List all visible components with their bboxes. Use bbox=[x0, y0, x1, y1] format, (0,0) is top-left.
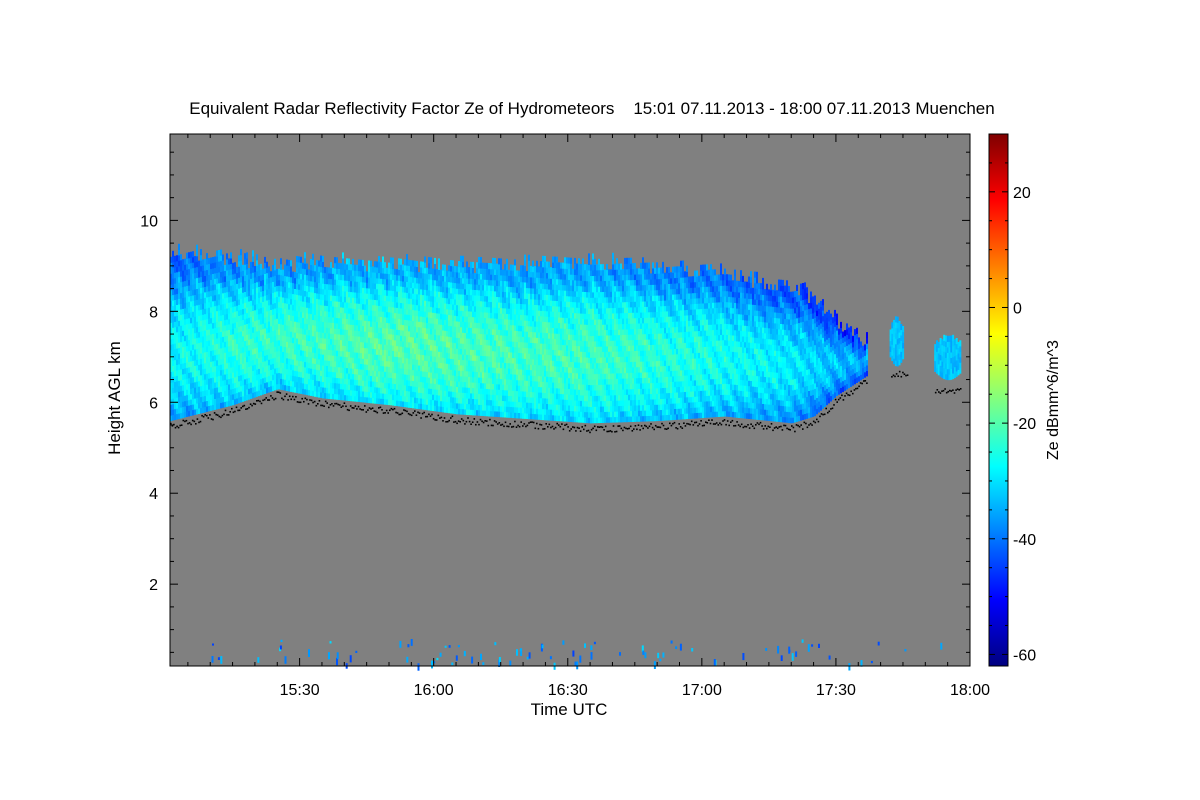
y-tick-label: 10 bbox=[140, 213, 158, 230]
colorbar-tick-label: -60 bbox=[1013, 647, 1036, 664]
x-tick-label: 18:00 bbox=[950, 682, 990, 699]
ground-clutter bbox=[211, 639, 943, 671]
plot-area bbox=[170, 134, 970, 671]
colorbar-tick-label: -40 bbox=[1013, 532, 1036, 549]
y-axis: 2 4 6 8 10 bbox=[140, 213, 158, 594]
axes-frame bbox=[169, 133, 971, 667]
y-tick-label: 4 bbox=[149, 486, 158, 503]
x-tick-label: 17:30 bbox=[816, 682, 856, 699]
x-axis-label: Time UTC bbox=[531, 700, 608, 719]
colorbar-tick-label: 20 bbox=[1013, 185, 1031, 202]
x-tick-label: 16:00 bbox=[414, 682, 454, 699]
y-tick-label: 2 bbox=[149, 577, 158, 594]
cloud-patch bbox=[934, 334, 962, 381]
x-tick-label: 15:30 bbox=[280, 682, 320, 699]
cloud-layer bbox=[170, 243, 868, 424]
colorbar: -60 -40 -20 0 20 bbox=[988, 133, 1036, 667]
y-axis-label: Height AGL km bbox=[105, 341, 124, 455]
colorbar-tick-label: -20 bbox=[1013, 416, 1036, 433]
x-tick-label: 17:00 bbox=[682, 682, 722, 699]
y-tick-label: 8 bbox=[149, 304, 158, 321]
x-axis: 15:30 16:00 16:30 17:00 17:30 18:00 bbox=[280, 682, 991, 699]
chart-title: Equivalent Radar Reflectivity Factor Ze … bbox=[189, 99, 994, 118]
y-tick-label: 6 bbox=[149, 395, 158, 412]
colorbar-gradient bbox=[988, 133, 1009, 667]
colorbar-label: Ze dBmm^6/m^3 bbox=[1045, 340, 1062, 460]
cloud-patch bbox=[889, 316, 905, 367]
x-tick-label: 16:30 bbox=[548, 682, 588, 699]
colorbar-tick-label: 0 bbox=[1013, 300, 1022, 317]
